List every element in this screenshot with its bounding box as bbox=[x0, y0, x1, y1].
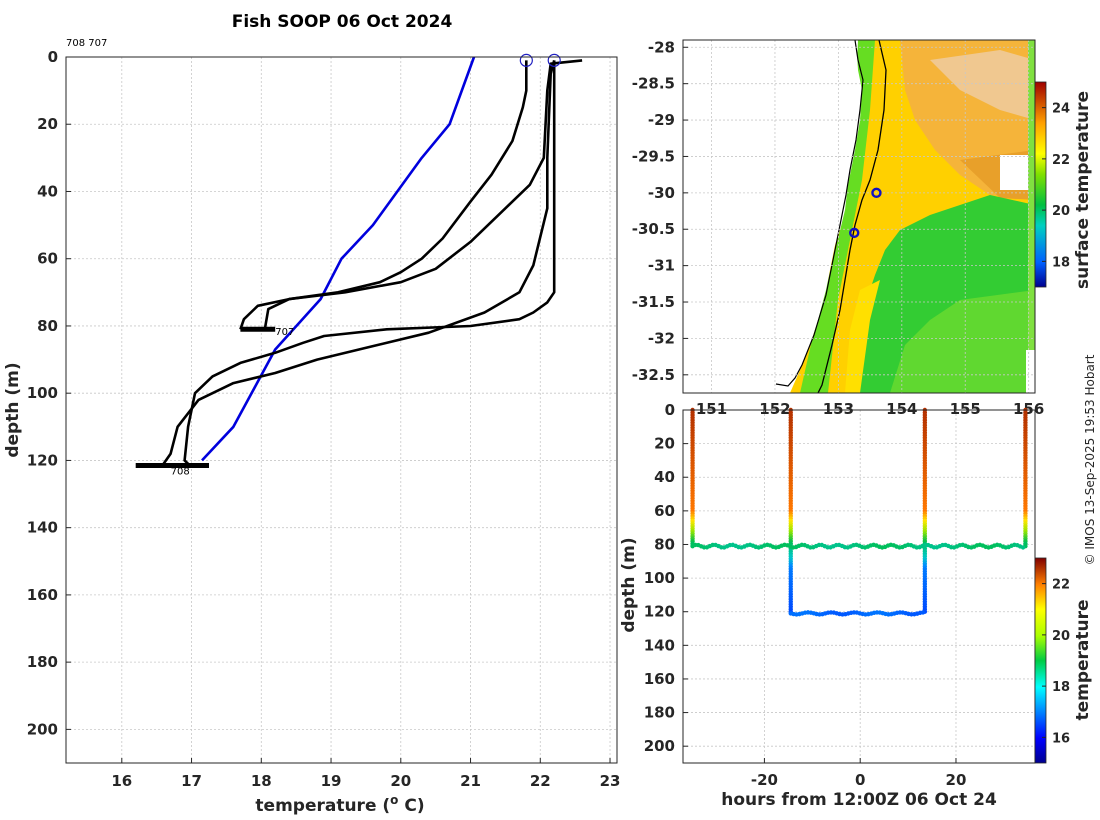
profile-ylabel: depth (m) bbox=[3, 362, 23, 457]
figure-title: Fish SOOP 06 Oct 2024 bbox=[232, 12, 453, 32]
profile-ytick-label: 180 bbox=[27, 653, 58, 671]
sst-colorbar-tick-label: 18 bbox=[1052, 255, 1070, 270]
td-ytick-label: 160 bbox=[644, 670, 675, 688]
map-ytick-label: -28.5 bbox=[632, 75, 675, 93]
profile-axes-frame bbox=[65, 56, 618, 764]
td-ytick-label: 0 bbox=[665, 401, 675, 419]
profile-ytick-label: 0 bbox=[48, 48, 58, 66]
td-point bbox=[920, 610, 926, 615]
profile-ids-label: 708 707 bbox=[66, 38, 107, 49]
map-ytick-label: -31 bbox=[648, 257, 675, 275]
td-xtick-label: 0 bbox=[855, 771, 865, 789]
profile-panel: 707 708 16 17 18 19 20 21 22 23 0 20 40 60 80 100 120 1… bbox=[3, 48, 620, 816]
td-point bbox=[1020, 545, 1026, 550]
profile-xtick-label: 18 bbox=[251, 772, 272, 790]
profile-ytick-label: 60 bbox=[37, 250, 58, 268]
surface-marker bbox=[519, 53, 533, 67]
td-ytick-label: 140 bbox=[644, 636, 675, 654]
credit-text: © IMOS 13-Sep-2025 19:53 Hobart bbox=[1083, 354, 1097, 565]
sst-map-panel: 151 152 153 154 155 156 -28 -28.5 -29 -29.5 -30 -3… bbox=[632, 38, 1093, 418]
sst-field bbox=[683, 40, 1035, 393]
map-ytick-label: -32 bbox=[648, 329, 675, 347]
temperature-colorbar-label: temperature bbox=[1073, 599, 1093, 720]
td-ytick-label: 120 bbox=[644, 603, 675, 621]
profile-series-line bbox=[162, 60, 556, 465]
profile-ytick-label: 80 bbox=[37, 317, 58, 335]
td-ytick-label: 80 bbox=[654, 535, 675, 553]
time-depth-axes-frame bbox=[682, 409, 1036, 764]
map-xtick-label: 155 bbox=[950, 400, 981, 418]
station-marker bbox=[871, 187, 882, 199]
sst-colorbar-tick-label: 22 bbox=[1052, 153, 1070, 168]
map-xtick-label: 154 bbox=[886, 400, 917, 418]
profile-series-line bbox=[239, 60, 528, 330]
profile-xtick-label: 21 bbox=[460, 772, 481, 790]
map-ytick-label: -31.5 bbox=[632, 293, 675, 311]
profile-series-line bbox=[201, 56, 476, 462]
map-ytick-label: -30 bbox=[648, 184, 675, 202]
profile-id-label: 707 bbox=[275, 327, 294, 338]
map-ytick-label: -30.5 bbox=[632, 220, 675, 238]
station-marker bbox=[849, 227, 860, 239]
td-xtick-label: 20 bbox=[946, 771, 967, 789]
map-ytick-label: -29.5 bbox=[632, 147, 675, 165]
map-ytick-label: -29 bbox=[648, 111, 675, 129]
profile-ytick-label: 160 bbox=[27, 586, 58, 604]
sst-colorbar-tick-label: 20 bbox=[1052, 204, 1070, 219]
td-ytick-label: 60 bbox=[654, 502, 675, 520]
profile-xtick-label: 19 bbox=[321, 772, 342, 790]
temperature-colorbar-tick-label: 22 bbox=[1052, 578, 1070, 593]
profile-ytick-label: 120 bbox=[27, 451, 58, 469]
profile-xtick-label: 17 bbox=[181, 772, 202, 790]
profile-ytick-label: 40 bbox=[37, 182, 58, 200]
td-ytick-label: 40 bbox=[654, 468, 675, 486]
profile-ytick-label: 20 bbox=[37, 115, 58, 133]
td-ytick-label: 200 bbox=[644, 737, 675, 755]
sst-colorbar-tick-label: 24 bbox=[1052, 102, 1070, 117]
profile-series-line bbox=[183, 60, 556, 465]
time-depth-panel: -20 0 20 0 20 40 60 80 100 120 140 160 180 200 hours… bbox=[619, 401, 1093, 810]
profile-xtick-label: 20 bbox=[390, 772, 411, 790]
td-ytick-label: 100 bbox=[644, 569, 675, 587]
sst-colorbar bbox=[1034, 81, 1047, 288]
profile-xtick-label: 23 bbox=[600, 772, 621, 790]
profile-ytick-label: 140 bbox=[27, 519, 58, 537]
sst-colorbar-label: surface temperature bbox=[1073, 91, 1093, 289]
td-xtick-label: -20 bbox=[751, 771, 778, 789]
time-depth-xlabel: hours from 12:00Z 06 Oct 24 bbox=[721, 790, 997, 810]
td-ytick-label: 20 bbox=[654, 435, 675, 453]
temperature-colorbar-tick-label: 20 bbox=[1052, 629, 1070, 644]
profile-ytick-label: 200 bbox=[27, 720, 58, 738]
td-ytick-label: 180 bbox=[644, 704, 675, 722]
profile-ytick-label: 100 bbox=[27, 384, 58, 402]
profile-xtick-label: 16 bbox=[111, 772, 132, 790]
map-xtick-label: 152 bbox=[759, 400, 790, 418]
profile-xlabel: temperature (o C) bbox=[255, 793, 424, 816]
map-xtick-label: 153 bbox=[823, 400, 854, 418]
map-xtick-label: 151 bbox=[696, 400, 727, 418]
map-ytick-label: -32.5 bbox=[632, 366, 675, 384]
temperature-colorbar-tick-label: 16 bbox=[1052, 731, 1070, 746]
surface-marker bbox=[547, 53, 561, 67]
profile-xtick-label: 22 bbox=[530, 772, 551, 790]
profile-series-line bbox=[263, 59, 583, 330]
map-xtick-label: 156 bbox=[1013, 400, 1044, 418]
map-ytick-label: -28 bbox=[648, 38, 675, 56]
profile-id-label: 708 bbox=[171, 467, 190, 478]
time-depth-ylabel: depth (m) bbox=[619, 537, 639, 632]
temperature-colorbar bbox=[1034, 557, 1047, 764]
temperature-colorbar-tick-label: 18 bbox=[1052, 680, 1070, 695]
